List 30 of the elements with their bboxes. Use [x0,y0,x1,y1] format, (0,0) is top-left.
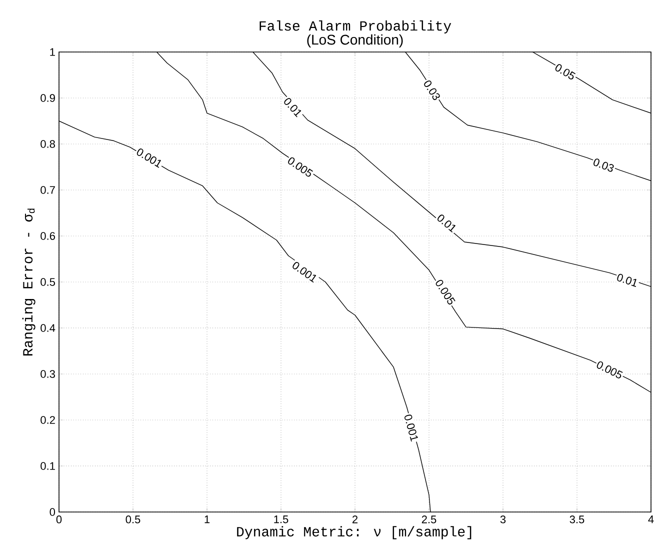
x-tick-label: 3 [500,516,506,524]
x-tick-label: 2.5 [422,516,436,524]
x-axis-title: Dynamic Metric: ν [m/sample] [237,526,472,540]
chart-subtitle: (LoS Condition) [307,34,403,48]
x-tick-label: 0 [56,516,62,524]
y-tick-label: 0 [50,508,56,516]
x-tick-label: 1.5 [274,516,288,524]
y-tick-label: 0.4 [40,324,56,332]
y-tick-label: 0.3 [40,370,55,378]
y-tick-label: 0.1 [40,462,55,470]
y-tick-label: 0.8 [40,140,55,148]
y-tick-label: 0.7 [40,186,55,194]
annotation: 0.05 [555,64,576,80]
x-tick-label: 3.5 [570,516,584,524]
annotation: 0.005 [596,361,623,378]
y-tick-label: 0.2 [40,416,55,424]
chart-title: False Alarm Probability [260,20,452,34]
annotation: 0.03 [594,158,614,172]
annotation: 0.001 [404,414,418,442]
y-tick-label: 1 [50,48,55,56]
x-tick-label: 0.5 [126,516,140,524]
x-tick-label: 2 [352,516,358,524]
x-tick-label: 4 [648,516,654,524]
x-tick-label: 1 [204,516,210,524]
y-tick-label: 0.5 [40,278,55,286]
annotation: 0.01 [617,274,636,287]
y-tick-label: 0.6 [40,232,55,240]
y-axis-title: Ranging Error - σ$_{d}$ [22,208,36,356]
y-tick-label: 0.9 [40,94,55,102]
annotation: 0.01 [438,214,456,233]
